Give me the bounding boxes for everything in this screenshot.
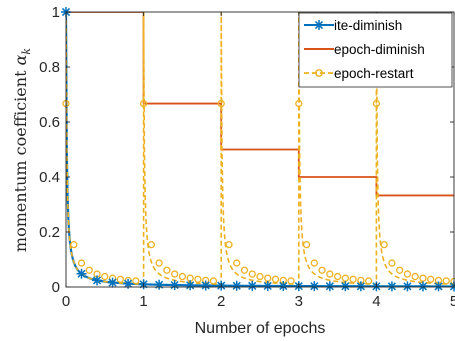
marker-epoch-restart xyxy=(116,275,124,283)
marker-epoch-restart xyxy=(287,277,295,285)
marker-epoch-restart xyxy=(209,277,218,285)
legend: ite-diminish epoch-diminish epoch-restar… xyxy=(298,12,453,88)
legend-marker-epoch-restart xyxy=(315,69,323,77)
marker-epoch-restart xyxy=(372,99,381,108)
marker-epoch-restart xyxy=(85,266,93,274)
marker-epoch-restart xyxy=(380,240,388,249)
marker-ite-diminish xyxy=(433,281,444,292)
marker-epoch-restart xyxy=(364,277,373,285)
marker-ite-diminish xyxy=(386,281,397,292)
legend-label-epoch-restart: epoch-restart xyxy=(334,66,414,81)
x-tick-label: 1 xyxy=(139,293,147,310)
marker-ite-diminish xyxy=(340,281,351,292)
marker-epoch-restart xyxy=(442,277,450,285)
y-tick-label: 1 xyxy=(52,4,60,21)
marker-epoch-restart xyxy=(70,240,78,249)
marker-epoch-restart xyxy=(217,99,225,108)
marker-epoch-restart xyxy=(233,259,241,267)
marker-ite-diminish xyxy=(247,280,258,291)
marker-ite-diminish xyxy=(309,281,320,292)
marker-epoch-restart xyxy=(349,275,357,283)
marker-epoch-restart xyxy=(170,270,179,278)
marker-epoch-restart xyxy=(326,270,334,278)
y-tick-label: 0.6 xyxy=(39,114,60,131)
marker-epoch-restart xyxy=(302,240,311,249)
legend-label-ite-diminish: ite-diminish xyxy=(334,18,402,33)
legend-entry-epoch-diminish: epoch-diminish xyxy=(304,42,425,57)
marker-ite-diminish xyxy=(200,280,211,291)
marker-ite-diminish xyxy=(154,279,165,290)
marker-epoch-restart xyxy=(310,259,318,267)
marker-ite-diminish xyxy=(262,280,273,291)
y-tick-label: 0.2 xyxy=(39,224,60,241)
marker-epoch-restart xyxy=(163,266,171,274)
marker-epoch-restart xyxy=(427,275,435,283)
y-axis-label-main: momentum coefficient xyxy=(11,65,30,252)
marker-epoch-restart xyxy=(178,272,187,281)
legend-label-epoch-diminish: epoch-diminish xyxy=(334,42,425,57)
marker-ite-diminish xyxy=(355,281,366,292)
marker-ite-diminish xyxy=(324,281,335,292)
marker-ite-diminish xyxy=(76,268,87,279)
x-tick-label: 4 xyxy=(372,293,380,310)
y-tick-label: 0 xyxy=(52,279,60,296)
marker-epoch-restart xyxy=(341,274,350,282)
marker-epoch-restart xyxy=(155,259,163,267)
marker-ite-diminish xyxy=(417,281,428,292)
marker-epoch-restart xyxy=(388,259,396,267)
x-tick-label: 0 xyxy=(62,293,70,310)
marker-epoch-restart xyxy=(101,272,109,281)
legend-entry-epoch-restart: epoch-restart xyxy=(304,66,414,81)
marker-epoch-restart xyxy=(132,277,140,285)
x-axis-label: Number of epochs xyxy=(195,320,326,337)
y-axis-ticks: 0 0.2 0.4 0.6 0.8 1 xyxy=(39,4,454,296)
y-axis-label-subscript: k xyxy=(20,48,33,55)
y-tick-label: 0.8 xyxy=(39,59,60,76)
x-tick-label: 3 xyxy=(295,293,303,310)
marker-ite-diminish xyxy=(402,281,413,292)
marker-ite-diminish xyxy=(169,280,180,291)
marker-epoch-restart xyxy=(333,272,342,281)
axes-box xyxy=(65,11,455,288)
marker-epoch-restart xyxy=(248,270,256,278)
marker-epoch-restart xyxy=(139,99,148,108)
marker-epoch-restart xyxy=(77,259,86,267)
x-tick-label: 5 xyxy=(450,293,455,310)
marker-epoch-restart xyxy=(271,275,280,283)
x-axis-ticks: 0 1 2 3 4 5 xyxy=(62,12,455,310)
marker-epoch-restart xyxy=(318,266,326,274)
marker-epoch-restart xyxy=(256,272,264,281)
marker-epoch-restart xyxy=(147,240,156,249)
marker-epoch-restart xyxy=(403,270,412,278)
marker-epoch-restart xyxy=(295,99,303,108)
marker-epoch-restart xyxy=(411,272,419,281)
marker-epoch-restart xyxy=(419,274,427,282)
legend-entry-ite-diminish: ite-diminish xyxy=(304,18,402,33)
y-axis-label-symbol: α xyxy=(11,54,30,65)
x-tick-label: 2 xyxy=(217,293,225,310)
y-axis-label: momentum coefficient αk xyxy=(11,48,33,252)
marker-ite-diminish xyxy=(123,278,134,289)
marker-epoch-restart xyxy=(396,266,404,274)
marker-epoch-restart xyxy=(225,240,233,249)
marker-epoch-restart xyxy=(194,275,202,283)
marker-ite-diminish xyxy=(92,275,103,286)
marker-epoch-restart xyxy=(240,266,249,274)
marker-ite-diminish xyxy=(231,280,242,291)
marker-ite-diminish xyxy=(278,281,289,292)
legend-asterisk xyxy=(314,20,324,30)
marker-ite-diminish xyxy=(185,280,196,291)
legend-marker-ite-diminish xyxy=(314,20,324,30)
marker-ite-diminish xyxy=(107,277,118,288)
y-tick-label: 0.4 xyxy=(39,169,60,186)
